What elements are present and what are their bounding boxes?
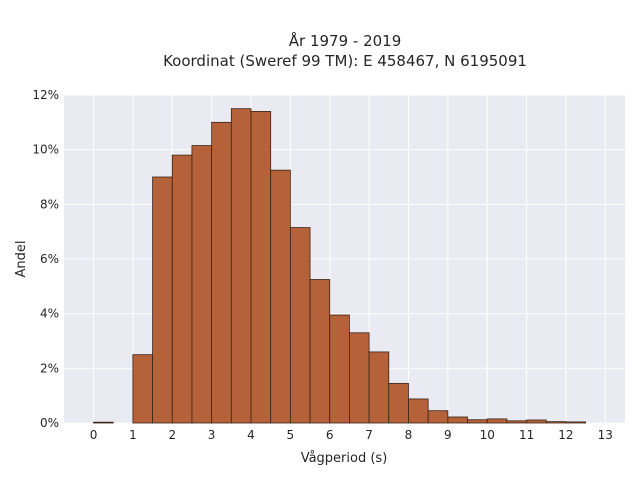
histogram-bar [506,420,527,424]
x-tick-label: 9 [444,428,452,442]
x-tick-label: 2 [168,428,176,442]
histogram-bar [526,419,547,424]
chart-title-line-2: Koordinat (Sweref 99 TM): E 458467, N 61… [163,52,527,70]
histogram-bar [565,421,587,424]
histogram-bar [132,354,153,424]
histogram-bar [289,227,311,424]
histogram-bar [230,108,252,424]
x-tick-label: 7 [365,428,373,442]
histogram-bar [309,279,331,424]
x-tick-label: 0 [90,428,98,442]
x-tick-label: 3 [208,428,216,442]
x-tick-label: 10 [480,428,495,442]
x-tick-label: 4 [247,428,255,442]
histogram-bar [171,154,193,424]
histogram-bar [93,421,114,424]
x-tick-label: 6 [326,428,334,442]
histogram-bar [467,419,488,424]
histogram-bar [349,332,370,424]
histogram-bar [388,382,409,424]
histogram-bar [250,111,272,424]
y-tick-label: 10% [32,143,59,157]
histogram-bar [211,121,232,424]
x-tick-label: 1 [129,428,137,442]
y-axis-ticks: 0% 2% 4% 6% 8% 10% 12% [32,88,59,430]
histogram-bar [191,145,213,424]
histogram-bar [368,351,390,424]
y-tick-label: 8% [40,197,59,211]
chart-title-line-1: År 1979 - 2019 [289,31,402,50]
histogram-bar [486,418,508,424]
y-tick-label: 0% [40,416,59,430]
x-tick-label: 12 [558,428,573,442]
histogram-bar [427,410,449,424]
x-axis-label: Vågperiod (s) [301,451,388,466]
histogram-bar [545,421,567,424]
x-tick-label: 11 [519,428,534,442]
x-tick-label: 13 [598,428,613,442]
histogram-bar [270,169,291,424]
histogram-bar [152,176,173,424]
x-tick-label: 5 [287,428,295,442]
y-tick-label: 2% [40,361,59,375]
y-axis-label: Andel [14,241,29,278]
histogram-bar [329,314,350,424]
histogram-bar [447,416,468,424]
histogram-bar [408,398,429,424]
y-tick-label: 4% [40,307,59,321]
y-tick-label: 6% [40,252,59,266]
x-tick-label: 8 [405,428,413,442]
x-axis-ticks: 0 1 2 3 4 5 6 7 8 9 10 11 12 13 [90,428,613,442]
bars [93,108,587,424]
y-tick-label: 12% [32,88,59,102]
